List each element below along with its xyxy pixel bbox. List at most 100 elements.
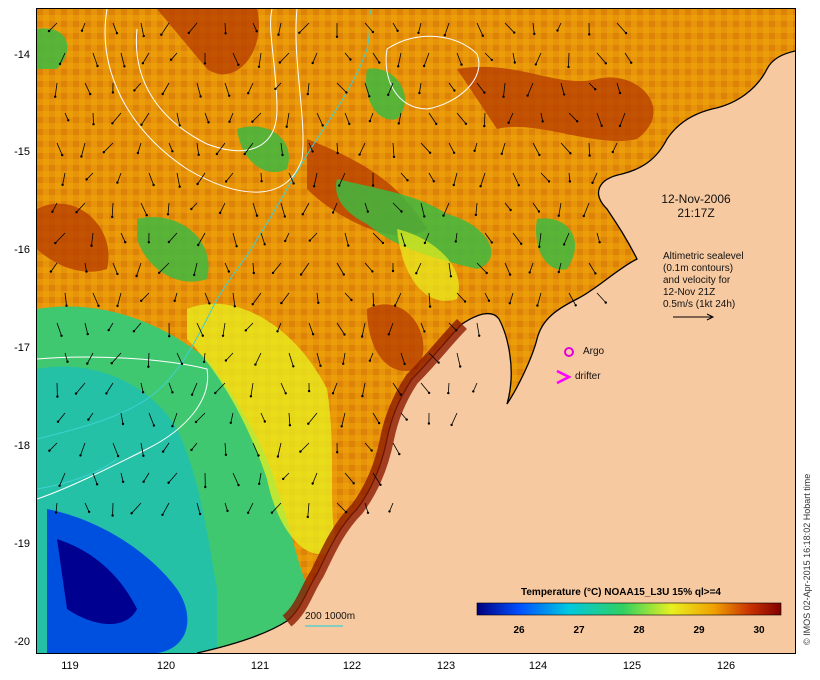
- velocity-arrow: [92, 52, 98, 67]
- velocity-arrow-head: [306, 92, 309, 96]
- southwest-deep-blue-region: [57, 539, 137, 624]
- velocity-arrow-head: [400, 210, 403, 213]
- velocity-arrow: [588, 262, 596, 274]
- velocity-arrow-head: [224, 180, 228, 183]
- velocity-arrow-head: [254, 363, 257, 366]
- velocity-arrow-head: [478, 334, 481, 337]
- velocity-arrow-head: [406, 179, 409, 182]
- velocity-arrow-head: [121, 422, 125, 426]
- velocity-arrow: [86, 352, 94, 364]
- velocity-arrow: [203, 352, 206, 362]
- velocity-arrow-head: [263, 420, 266, 423]
- velocity-arrow: [168, 382, 173, 393]
- yellow-warm-band: [187, 303, 337, 555]
- velocity-arrow-head: [344, 510, 348, 514]
- velocity-arrow-head: [168, 335, 171, 338]
- velocity-arrow: [392, 202, 402, 212]
- velocity-arrow: [88, 412, 94, 420]
- velocity-arrow-head: [437, 361, 440, 364]
- velocity-arrow: [503, 82, 506, 97]
- velocity-arrow-head: [197, 153, 200, 156]
- date-label: 12-Nov-2006 21:17Z: [651, 192, 741, 220]
- velocity-arrow: [59, 472, 66, 486]
- velocity-arrow-head: [135, 274, 138, 278]
- velocity-arrow: [112, 262, 118, 275]
- velocity-arrow-head: [288, 424, 292, 427]
- velocity-arrow-head: [594, 88, 597, 91]
- velocity-arrow: [204, 292, 210, 304]
- velocity-arrow-head: [483, 91, 486, 94]
- velocity-arrow: [397, 52, 402, 67]
- velocity-arrow: [168, 142, 173, 152]
- velocity-arrow: [504, 262, 511, 275]
- velocity-arrow: [49, 442, 58, 451]
- velocity-arrow-head: [190, 393, 194, 396]
- date-text: 12-Nov-2006: [661, 192, 731, 206]
- velocity-arrow: [55, 232, 66, 244]
- velocity-arrow: [112, 442, 119, 457]
- velocity-arrow-head: [255, 214, 259, 217]
- velocity-arrow: [364, 22, 374, 33]
- velocity-arrow-head: [331, 392, 335, 395]
- land-mass: [197, 9, 795, 653]
- velocity-arrow-head: [145, 214, 148, 217]
- velocity-arrow: [64, 352, 68, 362]
- velocity-arrow-head: [479, 185, 482, 188]
- velocity-arrow-head: [618, 91, 622, 95]
- velocity-arrow-head: [371, 184, 375, 187]
- velocity-arrow: [364, 442, 372, 451]
- colorbar-tick-30: 30: [753, 625, 765, 636]
- velocity-arrow-head: [371, 270, 374, 273]
- velocity-arrow: [309, 232, 318, 241]
- velocity-arrow: [616, 22, 627, 34]
- velocity-arrow-head: [270, 511, 274, 514]
- argo-marker[interactable]: [564, 347, 574, 357]
- velocity-arrow-head: [65, 304, 68, 307]
- velocity-arrow-head: [368, 359, 372, 362]
- velocity-arrow-head: [221, 334, 225, 337]
- velocity-arrow-head: [257, 454, 260, 457]
- velocity-arrow: [420, 142, 431, 154]
- velocity-arrow: [277, 442, 282, 457]
- lon-tick-119: 119: [61, 660, 79, 672]
- velocity-arrow-head: [111, 91, 115, 94]
- velocity-arrow-head: [284, 392, 287, 395]
- velocity-arrow-head: [208, 302, 211, 305]
- velocity-arrow-head: [224, 32, 227, 35]
- velocity-arrow-head: [140, 123, 143, 126]
- velocity-arrow-head: [244, 329, 247, 332]
- velocity-arrow-head: [594, 272, 597, 275]
- velocity-arrow-head: [228, 94, 231, 98]
- velocity-arrow-head: [292, 182, 295, 185]
- map-panel[interactable]: 12-Nov-2006 21:17Z Altimetric sealevel (…: [36, 8, 796, 654]
- velocity-arrow-head: [311, 333, 315, 336]
- velocity-arrow: [140, 202, 148, 216]
- velocity-arrow-head: [171, 391, 174, 394]
- velocity-arrow: [75, 382, 86, 394]
- drifter-marker[interactable]: [556, 369, 572, 385]
- velocity-arrow: [312, 472, 318, 484]
- velocity-arrow-head: [520, 242, 523, 245]
- velocity-arrow-head: [190, 207, 193, 211]
- velocity-arrow-head: [90, 244, 93, 247]
- velocity-arrow-head: [368, 95, 371, 98]
- velocity-arrow-head: [455, 329, 458, 332]
- velocity-arrow-head: [161, 513, 164, 516]
- velocity-arrow-head: [538, 245, 541, 248]
- velocity-arrow: [260, 172, 262, 182]
- velocity-arrow-head: [116, 454, 120, 458]
- velocity-arrow-head: [278, 61, 281, 64]
- velocity-arrow: [280, 142, 283, 156]
- velocity-arrow-head: [58, 484, 61, 487]
- velocity-arrow-head: [178, 185, 181, 188]
- drifter-label: drifter: [575, 371, 601, 382]
- velocity-arrow: [92, 472, 98, 485]
- velocity-arrow: [252, 22, 258, 32]
- velocity-arrow-head: [142, 34, 145, 38]
- velocity-arrow: [394, 292, 402, 306]
- velocity-arrow-head: [276, 455, 280, 458]
- velocity-arrow: [197, 172, 206, 185]
- velocity-arrow-head: [58, 62, 62, 66]
- velocity-arrow: [229, 112, 234, 122]
- velocity-arrow-head: [618, 124, 622, 128]
